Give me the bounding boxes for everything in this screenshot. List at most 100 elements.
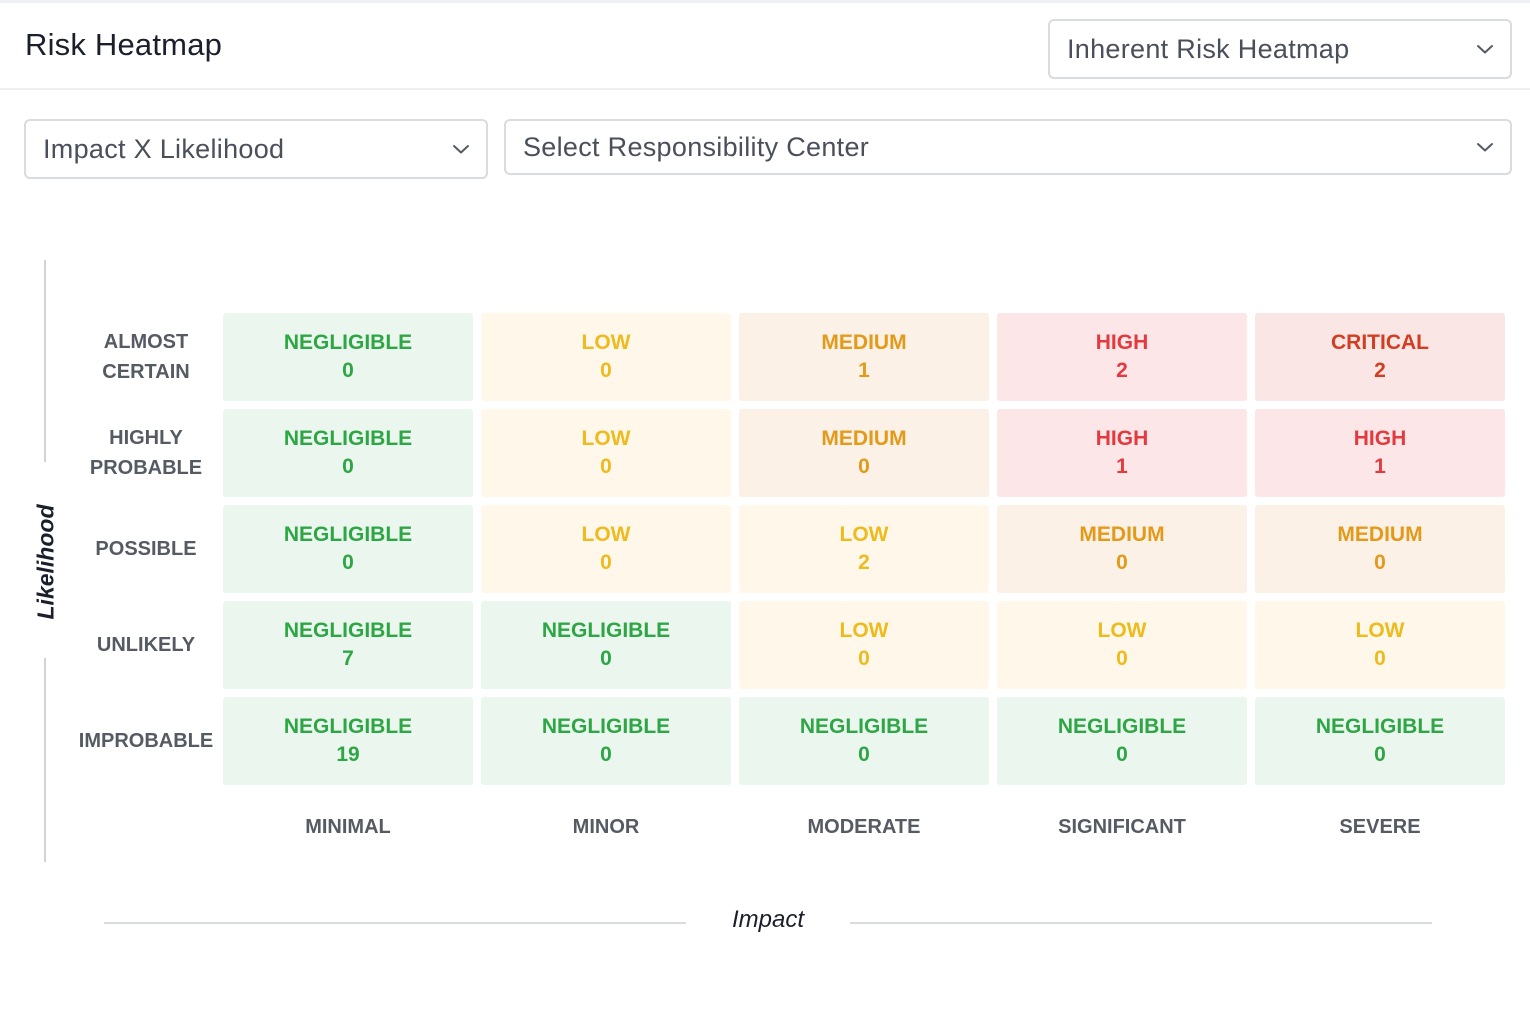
column-label-minimal: MINIMAL <box>305 816 391 838</box>
cell-risk-count: 0 <box>342 359 354 382</box>
cell-risk-count: 0 <box>1116 743 1128 766</box>
cell-risk-count: 2 <box>1374 359 1386 382</box>
cell-risk-count: 2 <box>1116 359 1128 382</box>
y-axis-line <box>44 260 46 462</box>
cell-risk-count: 1 <box>1116 455 1128 478</box>
cell-risk-level: NEGLIGIBLE <box>283 427 413 450</box>
y-axis-line <box>44 658 46 862</box>
heatmap-cell[interactable]: HIGH 1 <box>997 409 1247 497</box>
heatmap-cell[interactable]: LOW 0 <box>481 505 731 593</box>
cell-risk-level: LOW <box>839 523 889 546</box>
row-label-unlikely: UNLIKELY <box>96 634 196 656</box>
cell-risk-count: 7 <box>342 647 354 670</box>
responsibility-center-placeholder: Select Responsibility Center <box>523 131 870 162</box>
column-label-minor: MINOR <box>572 816 640 838</box>
cell-risk-count: 0 <box>1374 743 1386 766</box>
heatmap-cell[interactable]: NEGLIGIBLE 0 <box>481 601 731 689</box>
cell-risk-count: 0 <box>1374 647 1386 670</box>
view-mode-select[interactable]: Impact X Likelihood <box>24 119 488 179</box>
cell-risk-count: 0 <box>600 551 612 574</box>
page-title: Risk Heatmap <box>25 27 223 62</box>
heatmap-cell[interactable]: CRITICAL 2 <box>1255 313 1505 401</box>
cell-risk-level: NEGLIGIBLE <box>541 619 671 642</box>
cell-risk-level: NEGLIGIBLE <box>1315 715 1445 738</box>
cell-risk-level: LOW <box>581 523 631 546</box>
cell-risk-level: MEDIUM <box>1337 523 1423 546</box>
heatmap-cell[interactable]: HIGH 2 <box>997 313 1247 401</box>
cell-risk-count: 2 <box>858 551 870 574</box>
chevron-down-icon <box>1476 43 1494 55</box>
cell-risk-count: 0 <box>1116 647 1128 670</box>
view-mode-value: Impact X Likelihood <box>43 133 285 164</box>
cell-risk-level: NEGLIGIBLE <box>1057 715 1187 738</box>
heatmap-cell[interactable]: MEDIUM 0 <box>997 505 1247 593</box>
cell-risk-count: 0 <box>858 455 870 478</box>
cell-risk-count: 19 <box>336 743 360 766</box>
heatmap-cell[interactable]: NEGLIGIBLE 7 <box>223 601 473 689</box>
cell-risk-level: NEGLIGIBLE <box>283 331 413 354</box>
cell-risk-level: HIGH <box>1095 427 1149 450</box>
cell-risk-level: NEGLIGIBLE <box>283 523 413 546</box>
cell-risk-count: 0 <box>342 551 354 574</box>
heatmap-type-select[interactable]: Inherent Risk Heatmap <box>1048 19 1512 79</box>
cell-risk-level: MEDIUM <box>1079 523 1165 546</box>
heatmap-cell[interactable]: LOW 2 <box>739 505 989 593</box>
cell-risk-level: NEGLIGIBLE <box>541 715 671 738</box>
card-header: Risk Heatmap <box>0 3 1530 90</box>
heatmap-cell[interactable]: LOW 0 <box>481 409 731 497</box>
row-label-possible: POSSIBLE <box>95 538 197 560</box>
heatmap-cell[interactable]: LOW 0 <box>997 601 1247 689</box>
heatmap-type-value: Inherent Risk Heatmap <box>1067 33 1350 64</box>
heatmap-cell[interactable]: NEGLIGIBLE 0 <box>223 505 473 593</box>
top-border <box>0 0 1530 3</box>
column-label-severe: SEVERE <box>1339 816 1421 838</box>
heatmap-cell[interactable]: NEGLIGIBLE 0 <box>223 313 473 401</box>
cell-risk-level: NEGLIGIBLE <box>283 619 413 642</box>
column-label-moderate: MODERATE <box>807 816 921 838</box>
row-label-improbable: IMPROBABLE <box>78 730 214 752</box>
cell-risk-count: 0 <box>858 647 870 670</box>
heatmap-cell[interactable]: MEDIUM 1 <box>739 313 989 401</box>
row-label-highly-probable: HIGHLY PROBABLE <box>89 427 203 479</box>
row-label-almost-certain: ALMOST CERTAIN <box>102 331 190 383</box>
x-axis-line <box>104 922 686 924</box>
heatmap-cell[interactable]: NEGLIGIBLE 0 <box>223 409 473 497</box>
cell-risk-level: CRITICAL <box>1331 331 1429 354</box>
heatmap-cell[interactable]: NEGLIGIBLE 0 <box>739 697 989 785</box>
heatmap-cell[interactable]: LOW 0 <box>1255 601 1505 689</box>
cell-risk-level: LOW <box>1097 619 1147 642</box>
cell-risk-count: 0 <box>600 743 612 766</box>
heatmap-cell[interactable]: NEGLIGIBLE 0 <box>481 697 731 785</box>
column-label-significant: SIGNIFICANT <box>1058 816 1186 838</box>
heatmap-cell[interactable]: NEGLIGIBLE 0 <box>997 697 1247 785</box>
cell-risk-level: MEDIUM <box>821 331 907 354</box>
cell-risk-level: LOW <box>581 331 631 354</box>
heatmap-cell[interactable]: NEGLIGIBLE 19 <box>223 697 473 785</box>
cell-risk-level: HIGH <box>1095 331 1149 354</box>
cell-risk-count: 0 <box>1374 551 1386 574</box>
cell-risk-count: 0 <box>342 455 354 478</box>
heatmap-cell[interactable]: MEDIUM 0 <box>739 409 989 497</box>
responsibility-center-select[interactable]: Select Responsibility Center <box>504 119 1512 175</box>
cell-risk-count: 0 <box>600 455 612 478</box>
cell-risk-level: LOW <box>1355 619 1405 642</box>
heatmap-cell[interactable]: HIGH 1 <box>1255 409 1505 497</box>
heatmap-cell[interactable]: LOW 0 <box>481 313 731 401</box>
heatmap-cell[interactable]: LOW 0 <box>739 601 989 689</box>
x-axis-title: Impact <box>731 906 805 933</box>
cell-risk-level: HIGH <box>1353 427 1407 450</box>
y-axis-title: Likelihood <box>32 504 59 620</box>
heatmap-cell[interactable]: NEGLIGIBLE 0 <box>1255 697 1505 785</box>
cell-risk-count: 0 <box>1116 551 1128 574</box>
cell-risk-count: 0 <box>600 647 612 670</box>
x-axis-line <box>850 922 1432 924</box>
chevron-down-icon <box>452 143 470 155</box>
cell-risk-level: MEDIUM <box>821 427 907 450</box>
heatmap-cell[interactable]: MEDIUM 0 <box>1255 505 1505 593</box>
chevron-down-icon <box>1476 141 1494 153</box>
cell-risk-level: NEGLIGIBLE <box>283 715 413 738</box>
cell-risk-level: LOW <box>839 619 889 642</box>
cell-risk-count: 1 <box>1374 455 1386 478</box>
cell-risk-level: LOW <box>581 427 631 450</box>
cell-risk-count: 1 <box>858 359 870 382</box>
